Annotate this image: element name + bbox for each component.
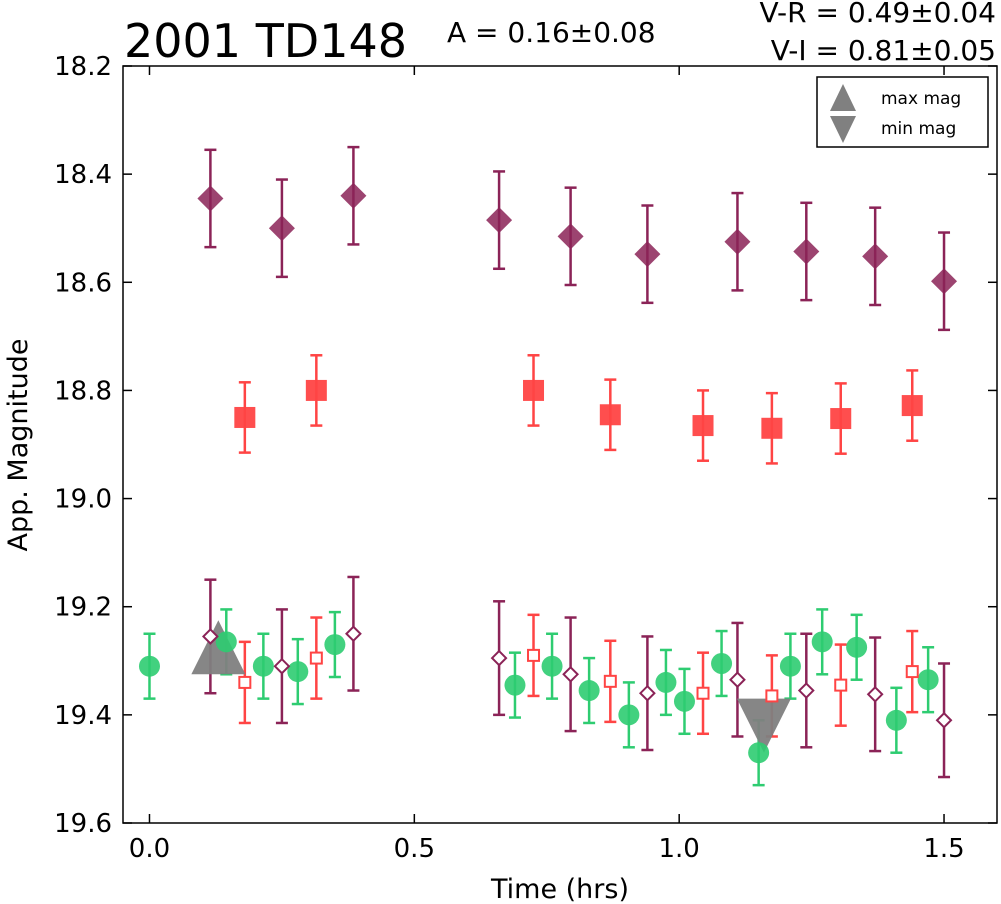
v-band-point: [504, 674, 526, 696]
r-band-point: [523, 379, 545, 401]
axis-ticks: 0.0 0.5 1.0 1.5 18.2 18.4 18.6 18.8 19.0 19.2 19.4…: [54, 52, 997, 864]
r-band-point: [599, 404, 621, 426]
y-tick-label: 19.2: [54, 593, 112, 623]
v-i-annotation: V-I = 0.81±0.05: [771, 34, 996, 67]
v-band-point: [618, 704, 640, 726]
legend-label-max: max mag: [881, 89, 961, 109]
min-mag-marker: [736, 698, 791, 753]
legend-triangle-up-icon: [830, 84, 856, 111]
v-band-point: [655, 671, 677, 693]
v-band-point: [673, 690, 695, 712]
i-band-point: [557, 223, 584, 250]
v-band-point: [324, 634, 346, 656]
v-band-point: [811, 631, 833, 653]
i-band-point: [862, 243, 889, 270]
v-band-point: [917, 669, 939, 691]
v-band-point: [885, 709, 907, 731]
i-band-point: [634, 241, 661, 268]
i-band-offset-point: [490, 649, 508, 667]
x-tick-label: 0.5: [394, 834, 435, 864]
legend-label-min: min mag: [881, 119, 956, 139]
v-band-point: [748, 742, 770, 764]
legend: max mag min mag: [816, 76, 989, 148]
i-band-point: [268, 215, 295, 242]
i-band-offset-point: [201, 628, 219, 645]
i-band-offset-point: [797, 682, 815, 699]
v-r-annotation: V-R = 0.49±0.04: [760, 0, 996, 29]
i-band-point: [793, 238, 820, 265]
v-band-point: [779, 655, 801, 677]
i-band-point: [931, 268, 958, 295]
v-band-point: [711, 652, 733, 674]
v-band-point: [138, 655, 160, 677]
i-band-point: [724, 228, 751, 255]
y-axis-label: App. Magnitude: [3, 339, 34, 552]
r-band-offset-point: [696, 686, 710, 700]
r-band-offset-point: [527, 648, 541, 662]
v-band-point: [846, 636, 868, 658]
r-band-offset-point: [309, 651, 323, 665]
r-band-point: [305, 379, 327, 401]
i-band-point: [486, 207, 513, 234]
plot-marks: [138, 145, 958, 787]
x-tick-label: 1.5: [923, 834, 964, 864]
v-band-point: [287, 661, 309, 683]
v-band-point: [541, 655, 563, 677]
y-tick-label: 18.6: [54, 268, 112, 298]
i-band-offset-point: [273, 657, 291, 675]
amplitude-annotation: A = 0.16±0.08: [447, 16, 656, 49]
r-band-point: [830, 408, 852, 430]
i-band-offset-point: [638, 684, 656, 702]
plot-frame: [122, 65, 998, 824]
r-band-offset-point: [834, 678, 848, 692]
y-tick-label: 19.4: [54, 701, 112, 731]
y-tick-label: 18.2: [54, 52, 112, 82]
i-band-offset-point: [562, 665, 580, 683]
i-band-offset-point: [345, 625, 362, 643]
y-tick-label: 19.0: [54, 485, 112, 515]
y-tick-label: 19.6: [54, 809, 112, 839]
i-band-offset-point: [866, 685, 884, 703]
y-tick-label: 18.4: [54, 160, 112, 190]
r-band-offset-point: [603, 674, 617, 688]
v-band-point: [578, 680, 600, 702]
r-band-offset-point: [238, 675, 252, 689]
y-tick-label: 18.8: [54, 376, 112, 406]
r-band-point: [761, 417, 783, 439]
i-band-offset-point: [729, 671, 746, 689]
r-band-offset-point: [765, 689, 779, 703]
x-tick-label: 1.0: [659, 834, 700, 864]
r-band-offset-point: [905, 665, 919, 679]
v-band-point: [252, 655, 274, 677]
r-band-point: [234, 406, 256, 428]
r-band-point: [692, 415, 714, 437]
legend-triangle-down-icon: [830, 116, 856, 143]
i-band-point: [197, 185, 224, 212]
chart-title: 2001 TD148: [124, 14, 407, 68]
i-band-point: [340, 182, 367, 209]
v-band-point: [215, 631, 237, 653]
r-band-point: [901, 395, 923, 417]
x-tick-label: 0.0: [129, 834, 170, 864]
i-band-offset-point: [935, 711, 953, 729]
x-axis-label: Time (hrs): [490, 874, 629, 904]
